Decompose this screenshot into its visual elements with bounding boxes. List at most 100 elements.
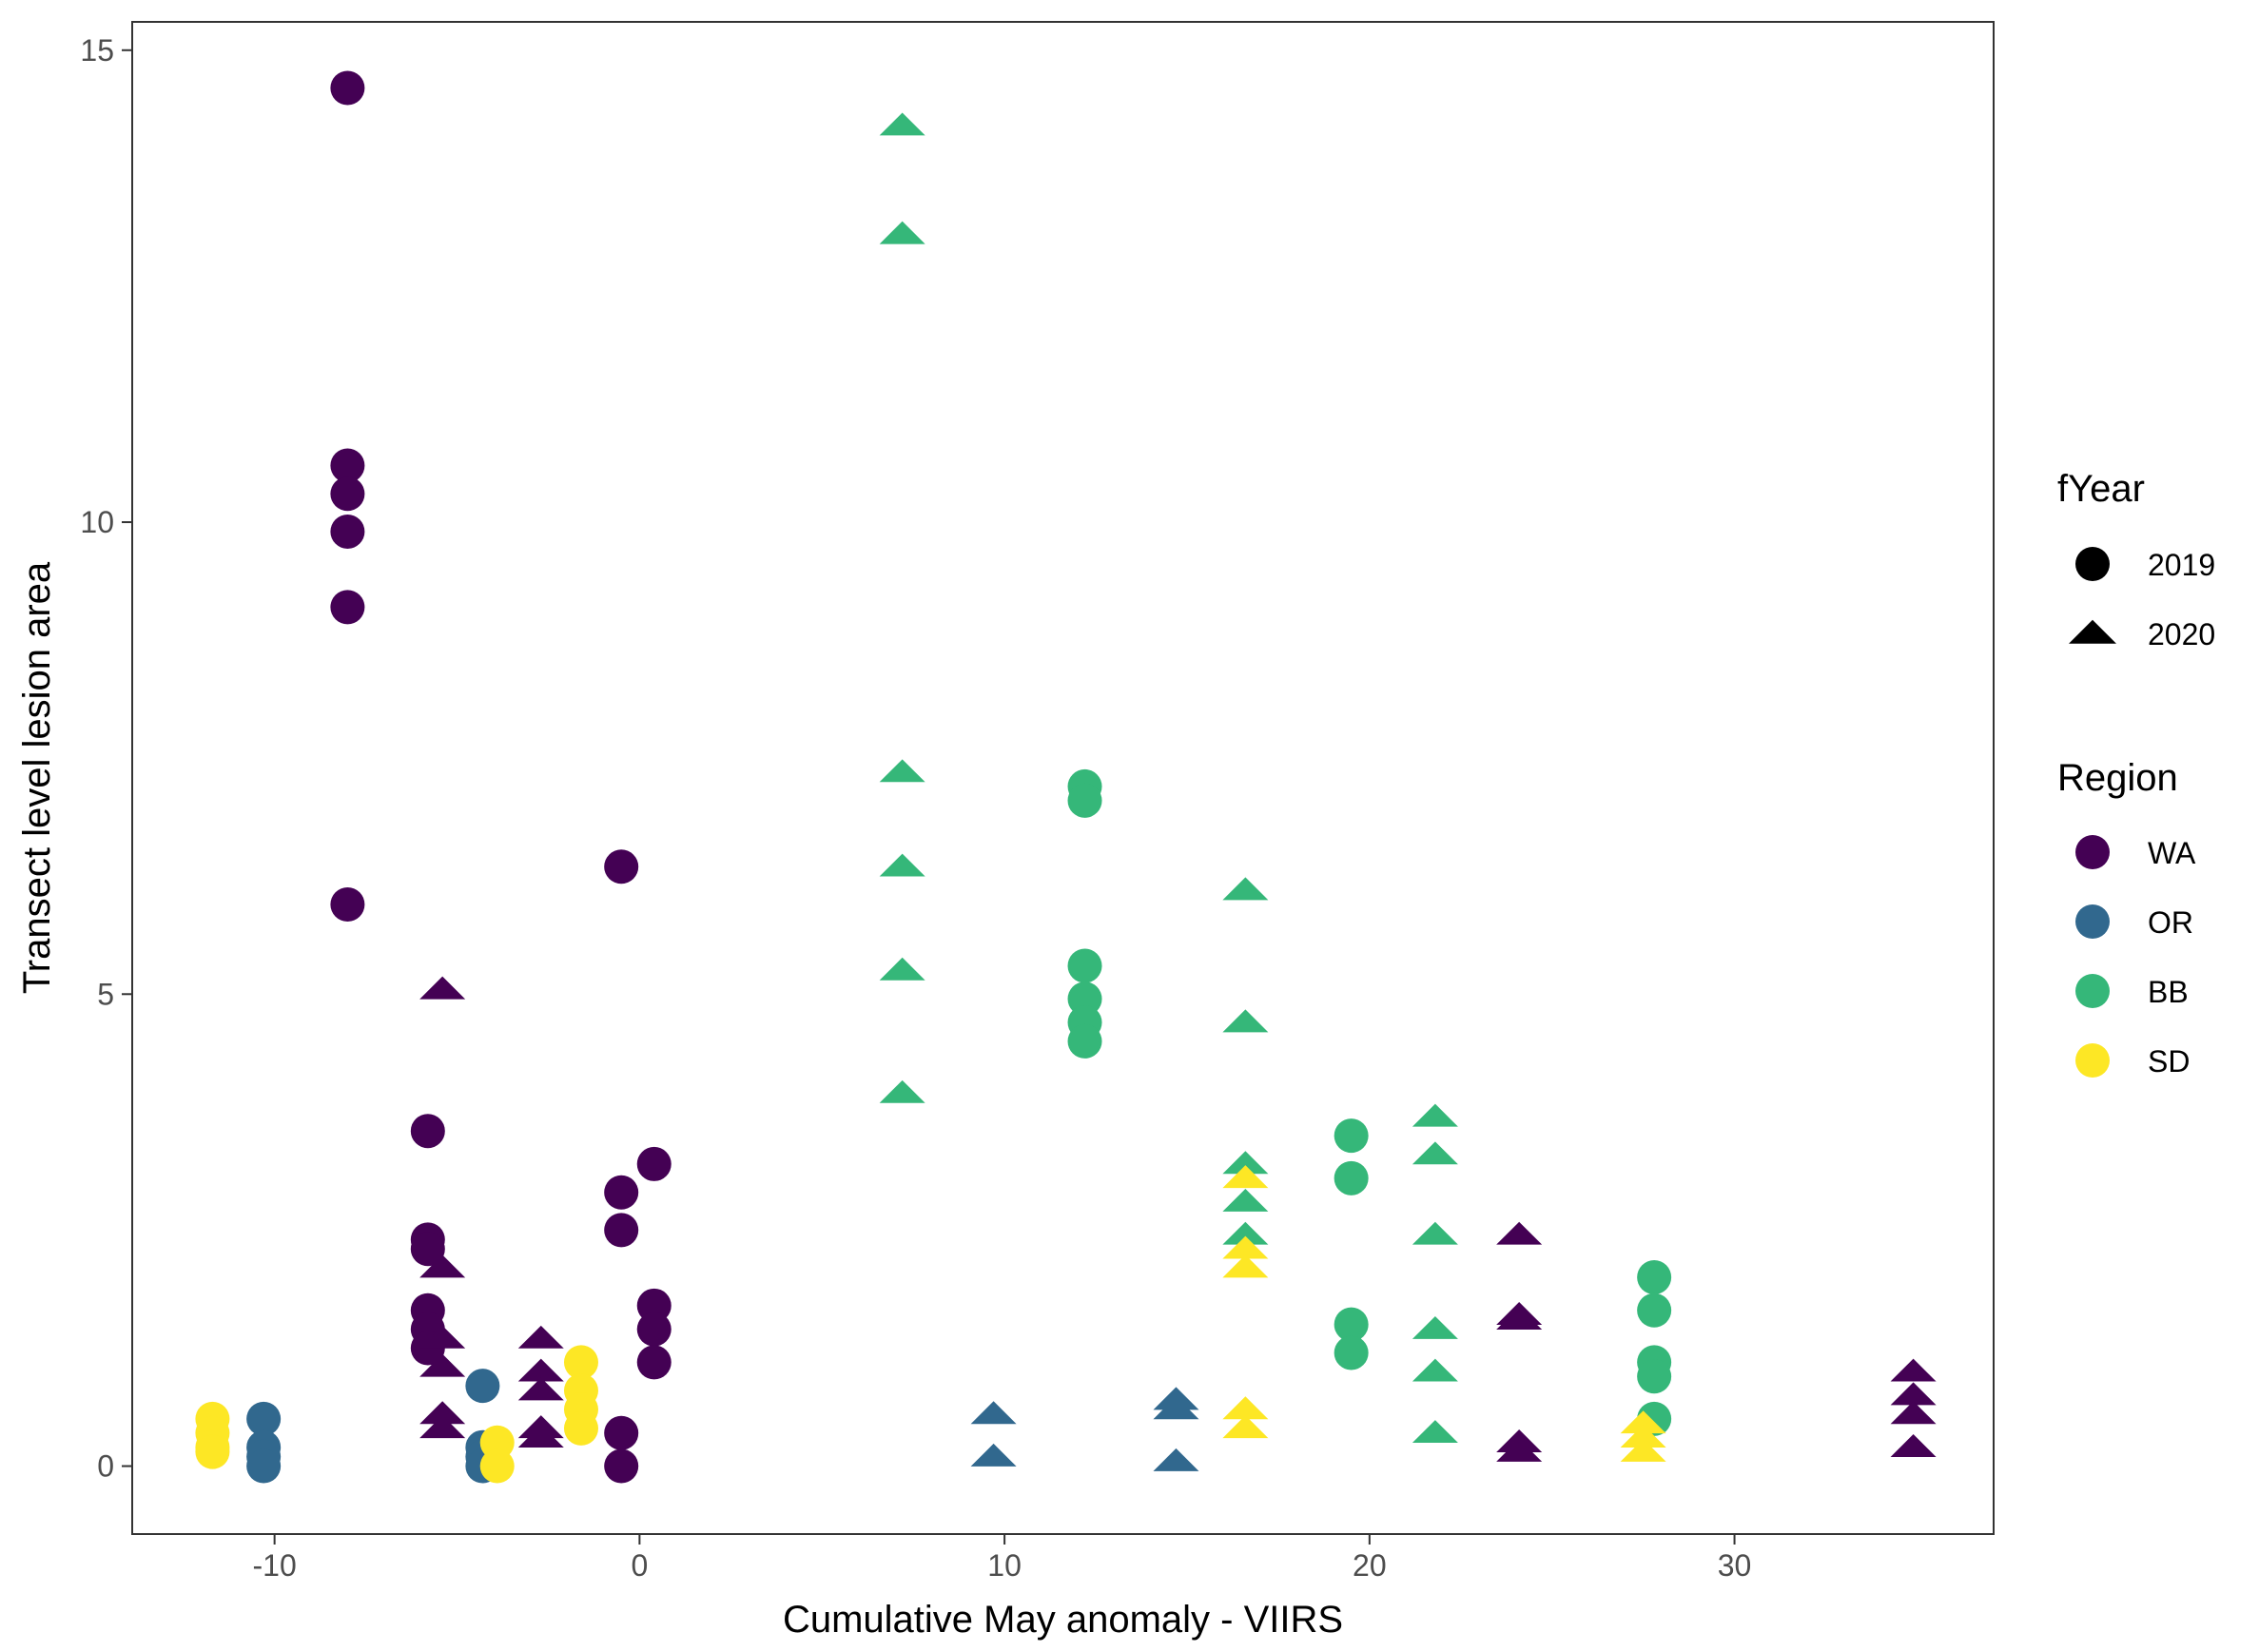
point-bb-2020 [879, 759, 925, 783]
point-bb-2019 [1637, 1292, 1672, 1328]
y-axis: 0 5 10 15 [80, 33, 132, 1484]
point-wa-2020 [1890, 1434, 1937, 1457]
point-bb-2020 [1222, 1009, 1269, 1033]
legend-label-2019: 2019 [2148, 548, 2215, 582]
point-bb-2020 [1412, 1315, 1458, 1339]
legend-label-wa: WA [2148, 836, 2196, 870]
point-wa-2020 [1890, 1358, 1937, 1382]
point-wa-2019 [330, 514, 365, 549]
point-bb-2020 [1412, 1141, 1458, 1165]
point-wa-2020 [419, 1325, 466, 1349]
point-wa-2019 [330, 70, 365, 106]
x-axis-label: Cumulative May anomaly - VIIRS [783, 1599, 1343, 1641]
x-axis: -10 0 10 20 30 [253, 1534, 1752, 1583]
point-bb-2020 [879, 853, 925, 877]
y-tick-label: 10 [80, 505, 114, 539]
point-sd-2020 [1222, 1235, 1269, 1259]
point-wa-2019 [604, 1415, 639, 1450]
legend-label-2020: 2020 [2148, 617, 2215, 651]
y-axis-label: Transect level lesion area [16, 561, 58, 994]
point-wa-2020 [1496, 1438, 1543, 1462]
point-wa-2020 [1496, 1221, 1543, 1245]
point-wa-2020 [1890, 1401, 1937, 1425]
x-tick-label: 0 [631, 1548, 648, 1583]
point-wa-2020 [517, 1425, 564, 1448]
legend-key-or [2075, 904, 2110, 939]
x-tick-label: 10 [987, 1548, 1022, 1583]
point-sd-2019 [479, 1425, 515, 1460]
point-bb-2020 [1222, 1188, 1269, 1212]
point-or-2020 [1153, 1396, 1199, 1420]
point-sd-2020 [1620, 1425, 1666, 1448]
point-sd-2019 [563, 1345, 598, 1380]
point-wa-2019 [604, 849, 639, 884]
y-tick-label: 15 [80, 33, 114, 68]
point-wa-2020 [419, 976, 466, 1000]
point-sd-2020 [1620, 1410, 1666, 1434]
legend-key-sd [2075, 1043, 2110, 1078]
point-bb-2020 [1412, 1358, 1458, 1382]
point-wa-2019 [410, 1232, 445, 1267]
point-or-2019 [465, 1369, 500, 1404]
point-bb-2019 [1637, 1260, 1672, 1295]
point-wa-2020 [1496, 1307, 1543, 1330]
point-bb-2019 [1334, 1307, 1369, 1342]
point-bb-2020 [1222, 1221, 1269, 1245]
x-tick-label: 30 [1718, 1548, 1752, 1583]
y-tick-label: 0 [97, 1449, 114, 1484]
point-wa-2019 [330, 886, 365, 922]
point-sd-2020 [1222, 1415, 1269, 1439]
point-wa-2020 [419, 1353, 466, 1377]
point-bb-2020 [1412, 1221, 1458, 1245]
legend-key-wa [2075, 835, 2110, 869]
point-wa-2019 [636, 1146, 672, 1181]
legend-label-bb: BB [2148, 975, 2189, 1009]
legend-key-2020 [2069, 619, 2116, 644]
point-bb-2019 [1067, 948, 1102, 983]
plot-panel-border [131, 21, 1995, 1535]
point-wa-2019 [636, 1312, 672, 1347]
point-sd-2020 [1222, 1254, 1269, 1278]
point-wa-2019 [604, 1175, 639, 1210]
point-bb-2020 [1222, 877, 1269, 901]
point-bb-2020 [879, 957, 925, 981]
point-bb-2019 [1067, 1023, 1102, 1059]
point-bb-2019 [1334, 1118, 1369, 1154]
point-wa-2019 [410, 1114, 445, 1149]
point-bb-2019 [1067, 981, 1102, 1017]
legend-title-fyear: fYear [2057, 468, 2145, 510]
point-wa-2019 [330, 476, 365, 512]
y-tick-label: 5 [97, 977, 114, 1011]
point-wa-2019 [330, 448, 365, 483]
point-wa-2020 [419, 1254, 466, 1278]
x-tick-label: -10 [253, 1548, 297, 1583]
point-bb-2019 [1334, 1160, 1369, 1195]
point-bb-2020 [1412, 1103, 1458, 1127]
point-sd-2020 [1222, 1396, 1269, 1420]
point-bb-2020 [879, 112, 925, 136]
legend-title-region: Region [2057, 757, 2178, 799]
point-wa-2020 [419, 1401, 466, 1425]
point-wa-2019 [604, 1448, 639, 1484]
point-wa-2020 [517, 1358, 564, 1382]
point-bb-2020 [879, 221, 925, 244]
point-wa-2019 [636, 1345, 672, 1380]
point-bb-2020 [1222, 1151, 1269, 1175]
legend-key-2019 [2075, 547, 2110, 581]
legend-key-bb [2075, 974, 2110, 1008]
point-sd-2020 [1620, 1438, 1666, 1462]
point-bb-2019 [1334, 1335, 1369, 1370]
point-sd-2019 [195, 1434, 230, 1469]
point-bb-2019 [1637, 1359, 1672, 1394]
point-or-2019 [246, 1448, 282, 1484]
point-wa-2020 [419, 1415, 466, 1439]
legend-label-sd: SD [2148, 1044, 2190, 1079]
point-bb-2020 [879, 1079, 925, 1103]
point-bb-2020 [1412, 1420, 1458, 1444]
legend-label-or: OR [2148, 905, 2193, 940]
point-or-2020 [1153, 1448, 1199, 1471]
point-wa-2020 [517, 1325, 564, 1349]
point-sd-2020 [1222, 1165, 1269, 1189]
point-sd-2019 [563, 1410, 598, 1446]
